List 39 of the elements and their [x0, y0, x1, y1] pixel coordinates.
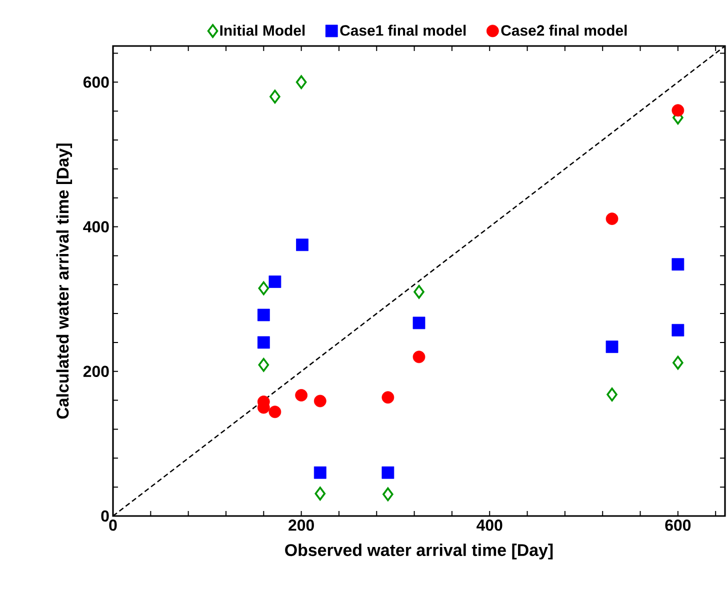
point: [296, 238, 308, 252]
point: [258, 281, 270, 296]
point: [314, 394, 326, 408]
point: [606, 340, 618, 353]
point: [314, 486, 326, 500]
x-tick-label: 400: [476, 520, 502, 531]
legend-label: Case1 final model: [340, 24, 466, 36]
y-tick-label: 0: [101, 510, 109, 522]
point: [414, 284, 424, 299]
x-axis-title: Observed water arrival time [Day]: [285, 544, 553, 560]
point: [382, 391, 394, 404]
y-tick-label: 600: [83, 76, 109, 88]
point: [295, 389, 308, 402]
point: [672, 356, 684, 370]
point: [606, 212, 618, 226]
legend-label: Case2 final model: [501, 24, 627, 36]
point: [270, 90, 280, 104]
y-axis-title: Calculated water arrival time [Day]: [56, 144, 72, 419]
point: [268, 276, 282, 288]
x-tick-label: 0: [109, 520, 117, 531]
point: [314, 466, 326, 479]
point: [412, 350, 426, 364]
point: [672, 324, 684, 336]
point: [672, 104, 684, 117]
point: [382, 466, 394, 479]
point: [296, 75, 307, 90]
point: [257, 336, 270, 349]
point: [268, 406, 282, 418]
point: [258, 358, 270, 372]
point: [412, 316, 426, 330]
point: [672, 258, 684, 271]
x-tick-label: 600: [665, 520, 691, 531]
y-tick-label: 200: [83, 366, 109, 378]
y-tick-label: 400: [83, 221, 109, 232]
x-tick-label: 200: [288, 520, 314, 531]
point: [606, 388, 618, 402]
legend-label: Initial Model: [220, 24, 305, 36]
point: [257, 308, 270, 322]
point: [382, 487, 394, 502]
